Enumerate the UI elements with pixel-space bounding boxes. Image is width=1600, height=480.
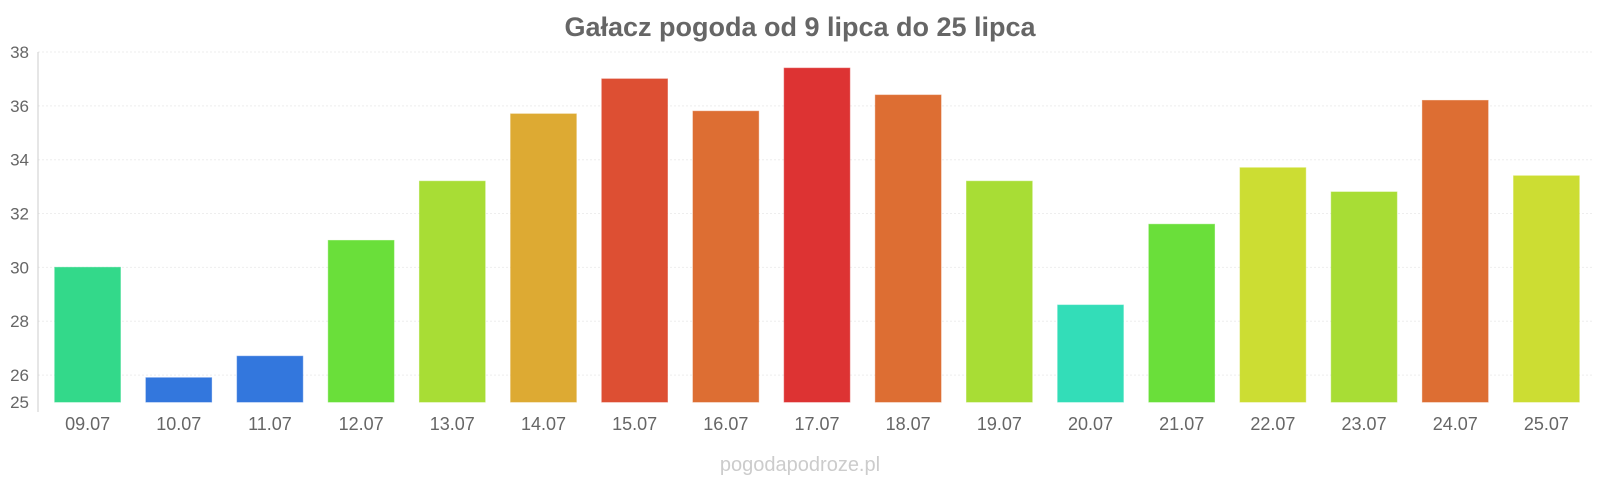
y-tick-label: 26 [10,366,29,385]
y-axis-ticks: 25 26 28 30 32 34 36 38 [10,43,29,412]
y-tick-label: 36 [10,97,29,116]
x-tick-label: 10.07 [156,414,201,434]
y-tick-label: 32 [10,205,29,224]
bar-12.07 [327,239,395,403]
x-tick-label: 25.07 [1524,414,1569,434]
bar-22.07 [1239,167,1307,403]
bar-15.07 [601,78,668,403]
footer-watermark: pogodapodroze.pl [720,454,880,476]
x-tick-label: 17.07 [794,414,839,434]
x-tick-label: 19.07 [977,414,1022,434]
x-tick-label: 13.07 [430,414,475,434]
bar-23.07 [1330,191,1398,403]
bar-11.07 [236,355,304,403]
bar-20.07 [1057,304,1124,403]
y-tick-label: 30 [10,258,29,277]
bar-18.07 [874,94,942,403]
x-tick-label: 15.07 [612,414,657,434]
x-tick-label: 16.07 [703,414,748,434]
y-tick-label: 25 [10,393,29,412]
bar-09.07 [54,266,121,403]
x-tick-label: 11.07 [248,414,292,434]
bar-10.07 [145,377,213,403]
bars [54,67,1580,403]
x-tick-label: 14.07 [521,414,566,434]
x-tick-label: 20.07 [1068,414,1113,434]
bar-17.07 [783,67,851,403]
x-tick-label: 24.07 [1433,414,1478,434]
bar-19.07 [966,180,1033,403]
bar-13.07 [418,180,486,403]
x-tick-label: 12.07 [339,414,384,434]
x-tick-label: 23.07 [1342,414,1387,434]
y-tick-label: 38 [10,43,29,62]
chart-title: Gałacz pogoda od 9 lipca do 25 lipca [564,12,1036,42]
x-tick-label: 18.07 [886,414,931,434]
x-tick-label: 09.07 [65,414,110,434]
x-axis-ticks: 09.07 10.07 11.07 12.07 13.07 14.07 15.07 16.07… [65,414,1569,434]
bar-24.07 [1421,99,1489,403]
bar-14.07 [510,113,577,403]
y-tick-label: 28 [10,312,29,331]
bar-16.07 [692,110,760,403]
bar-21.07 [1148,223,1216,403]
x-tick-label: 21.07 [1159,414,1204,434]
x-tick-label: 22.07 [1250,414,1295,434]
y-tick-label: 34 [10,151,29,170]
bar-25.07 [1513,175,1580,403]
